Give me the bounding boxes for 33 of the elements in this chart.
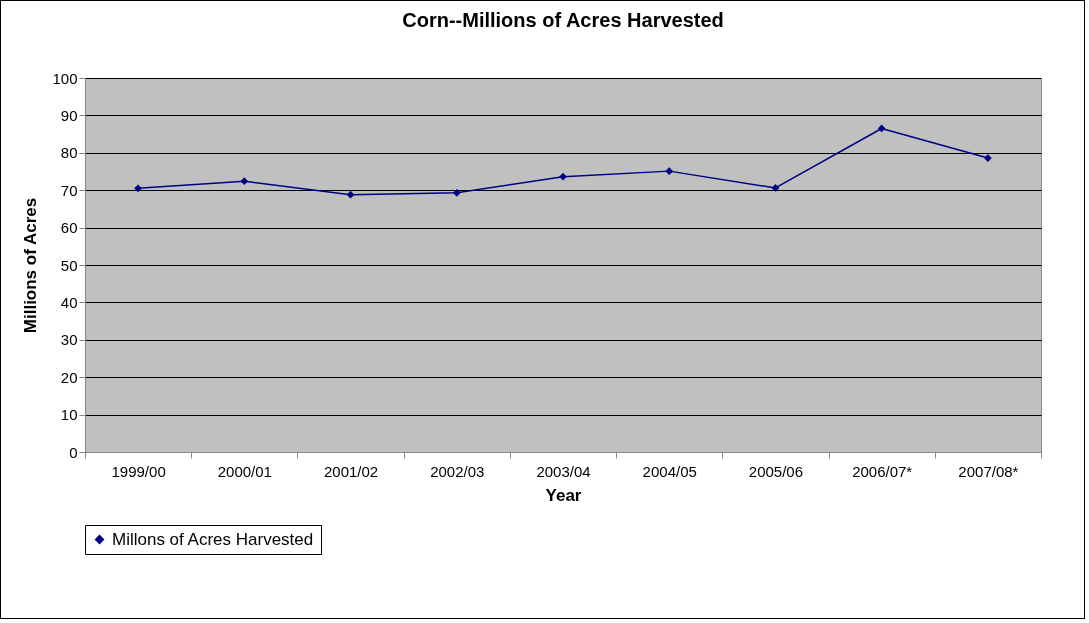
- x-tick-label: 2001/02: [323, 462, 379, 480]
- y-tick-label: 10: [60, 406, 78, 424]
- x-tick-label: 2005/06: [748, 462, 804, 480]
- point: [984, 154, 992, 162]
- point: [665, 167, 674, 175]
- x-tick-label: 2002/03: [430, 462, 485, 480]
- x-tick-label: 2006/07*: [852, 462, 913, 480]
- x-tick-label: 2004/05: [642, 462, 697, 480]
- legend-label: Millons of Acres Harvested: [112, 529, 314, 549]
- point: [240, 177, 249, 186]
- y-tick-label: 80: [60, 144, 78, 162]
- point: [877, 124, 886, 133]
- y-tick-label: 70: [60, 181, 78, 199]
- y-tick-label: 30: [60, 331, 78, 349]
- x-tick-label: 2003/04: [536, 462, 591, 480]
- y-axis-title: Millions of Acres: [21, 197, 41, 334]
- y-tick-label: 40: [60, 293, 78, 311]
- x-axis-title: Year: [545, 485, 582, 505]
- x-tick-label: 1999/00: [111, 462, 166, 480]
- y-tick-label: 60: [60, 219, 78, 237]
- y-tick-label: 90: [60, 106, 78, 124]
- y-tick-label: 0: [69, 443, 78, 461]
- y-tick-label: 50: [60, 256, 78, 274]
- point: [771, 184, 780, 192]
- y-tick-label: 100: [52, 69, 78, 87]
- chart-title: Corn--Millions of Acres Harvested: [402, 9, 724, 31]
- point: [559, 172, 567, 181]
- point: [134, 184, 142, 193]
- point: [452, 188, 461, 197]
- y-tick-label: 20: [60, 368, 78, 386]
- point: [346, 190, 355, 199]
- x-tick-label: 2007/08*: [958, 462, 1019, 480]
- x-tick-label: 2000/01: [217, 462, 272, 480]
